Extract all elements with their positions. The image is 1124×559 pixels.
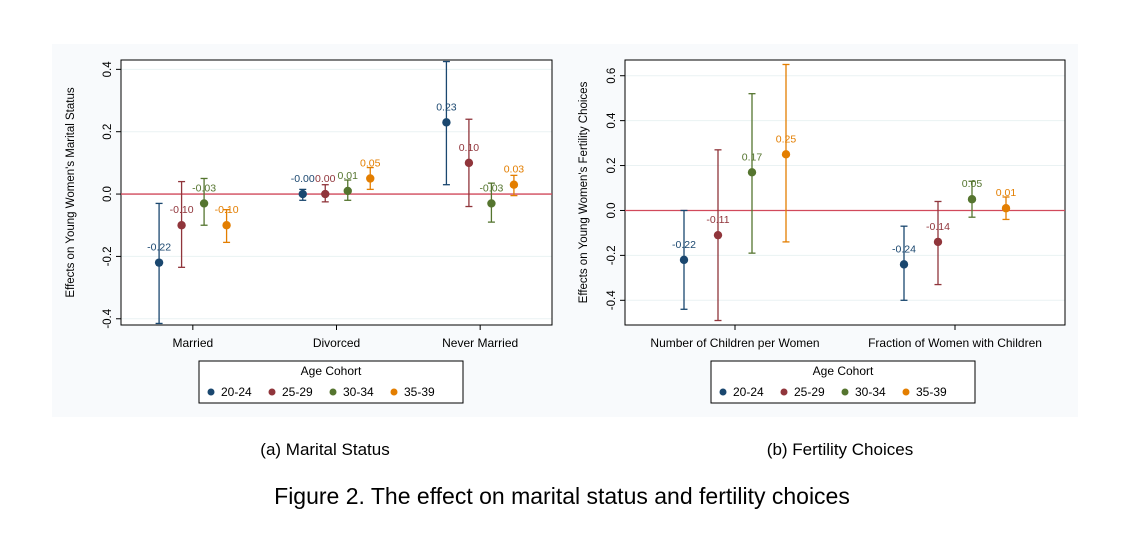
chart-fertility-choices: -0.4 -0.2 0.0 0.2 0.4 0.6 Effects on Young Wom… xyxy=(578,59,1066,404)
legend-entry: 25-29 xyxy=(282,385,313,399)
legend-entry: 35-39 xyxy=(916,385,947,399)
data-label: -0.03 xyxy=(479,182,503,194)
data-point xyxy=(899,260,909,269)
plot-area xyxy=(120,59,553,326)
data-point xyxy=(321,189,330,199)
data-label: -0.03 xyxy=(192,182,216,194)
data-point xyxy=(713,230,723,240)
legend-entry: 20-24 xyxy=(733,385,764,399)
data-label: -0.22 xyxy=(147,242,171,254)
legend-entry: 20-24 xyxy=(221,385,252,399)
legend-title: Age Cohort xyxy=(301,364,362,378)
data-point xyxy=(464,158,474,168)
caption-marital-status: (a) Marital Status xyxy=(260,440,390,459)
legend-box xyxy=(198,360,464,404)
data-label: -0.00 xyxy=(291,173,315,185)
data-label: 0.05 xyxy=(962,178,983,190)
caption-fertility-choices: (b) Fertility Choices xyxy=(766,440,914,459)
y-tick-label: -0.2 xyxy=(102,246,114,266)
legend-marker xyxy=(329,388,337,396)
data-point xyxy=(781,150,791,159)
y-tick-label: -0.2 xyxy=(606,245,618,265)
data-label: 0.05 xyxy=(360,157,381,169)
data-point xyxy=(366,174,375,183)
data-label: -0.24 xyxy=(892,243,916,255)
data-point xyxy=(177,221,186,230)
legend-marker xyxy=(719,388,727,396)
data-label: 0.23 xyxy=(436,101,457,113)
legend-marker xyxy=(841,388,849,396)
data-point xyxy=(509,180,519,189)
y-tick-label: -0.4 xyxy=(606,290,618,310)
legend-entry: 30-34 xyxy=(343,385,374,399)
data-point xyxy=(967,195,977,204)
legend-marker xyxy=(207,388,215,396)
data-label: 0.01 xyxy=(996,187,1017,199)
x-tick-label: Married xyxy=(172,336,213,350)
y-tick-label: 0.2 xyxy=(102,124,114,140)
legend-entry: 30-34 xyxy=(855,385,886,399)
data-label: 0.03 xyxy=(504,164,525,176)
data-label: -0.14 xyxy=(926,221,950,233)
panel-fertility-choices: -0.4 -0.2 0.0 0.2 0.4 0.6 Effects on Young Wom… xyxy=(565,44,1078,417)
y-axis-label: Effects on Young Women's Fertility Choic… xyxy=(578,81,590,303)
data-label: 0.25 xyxy=(776,133,797,145)
data-label: -0.10 xyxy=(170,204,194,216)
x-tick-label: Never Married xyxy=(442,336,518,350)
y-tick-label: -0.4 xyxy=(102,308,114,328)
legend-marker xyxy=(780,388,788,396)
legend-entry: 25-29 xyxy=(794,385,825,399)
legend-title: Age Cohort xyxy=(813,364,874,378)
legend-marker xyxy=(902,388,910,396)
data-point xyxy=(343,186,352,196)
figure-title: Figure 2. The effect on marital status a… xyxy=(274,483,850,509)
data-label: -0.11 xyxy=(706,214,729,226)
y-tick-label: 0.0 xyxy=(102,186,114,202)
x-tick-label: Divorced xyxy=(313,336,360,350)
chart-marital-status: -0.4 -0.2 0.0 0.2 0.4 Effects on Young Women'… xyxy=(65,59,553,404)
data-point xyxy=(487,199,496,208)
legend-box xyxy=(710,360,976,404)
data-point xyxy=(933,237,943,247)
data-label: -0.22 xyxy=(672,239,696,251)
data-point xyxy=(199,199,209,208)
data-point xyxy=(222,221,231,230)
data-label: 0.17 xyxy=(742,151,763,163)
plot-area xyxy=(624,59,1066,326)
data-label: 0.00 xyxy=(315,173,336,185)
y-tick-label: 0.2 xyxy=(606,158,618,174)
data-point xyxy=(442,118,451,127)
data-point xyxy=(154,258,164,267)
panel-marital-status: -0.4 -0.2 0.0 0.2 0.4 Effects on Young Women'… xyxy=(52,44,565,417)
plot-frame xyxy=(624,59,1066,326)
data-point xyxy=(1001,204,1011,213)
data-point xyxy=(298,189,307,199)
x-tick-label: Number of Children per Women xyxy=(650,336,819,350)
data-label: 0.10 xyxy=(459,142,480,154)
data-point xyxy=(747,168,757,177)
data-label: 0.01 xyxy=(338,170,359,182)
data-point xyxy=(679,255,689,265)
legend-entry: 35-39 xyxy=(404,385,435,399)
legend-marker xyxy=(268,388,276,396)
x-tick-label: Fraction of Women with Children xyxy=(868,336,1042,350)
data-label: -0.10 xyxy=(215,204,239,216)
y-tick-label: 0.4 xyxy=(102,61,114,78)
y-tick-label: 0.0 xyxy=(606,202,618,218)
y-tick-label: 0.4 xyxy=(606,112,618,129)
y-axis-label: Effects on Young Women's Marital Status xyxy=(65,87,77,297)
legend-marker xyxy=(390,388,398,396)
y-tick-label: 0.6 xyxy=(606,68,618,84)
